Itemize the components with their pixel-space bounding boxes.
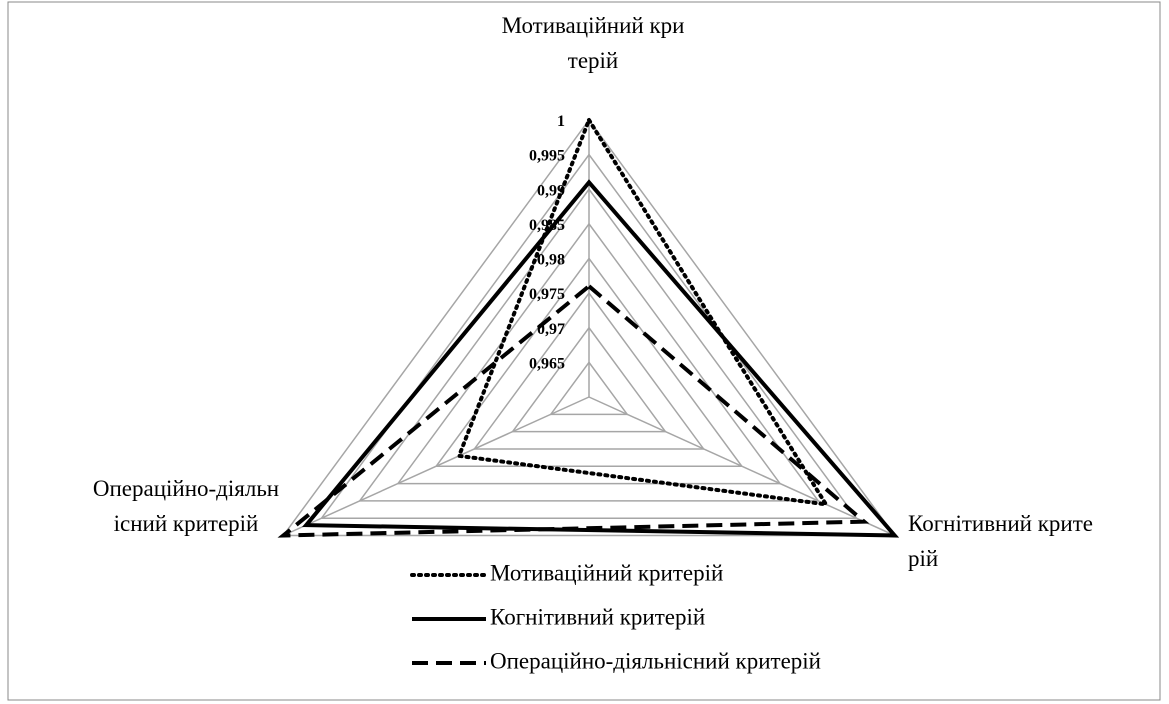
grid-ring: [396, 222, 782, 485]
category-label: Когнітивний критерій: [908, 511, 1093, 571]
spoke: [282, 396, 590, 537]
tick-label: 0,995: [529, 148, 565, 165]
tick-label: 0,965: [529, 355, 565, 372]
series-line: [302, 179, 900, 538]
grid-ring: [472, 291, 706, 450]
grid-ring: [281, 118, 897, 537]
grid-ring: [434, 257, 744, 467]
category-label: Операційно-діяльнісний критерій: [92, 476, 280, 536]
frame: [7, 1, 1161, 701]
category-label-box: Операційно-діяльнісний критерій: [92, 476, 280, 536]
legend-label: Когнітивний критерій: [490, 604, 705, 629]
grid-ring: [511, 326, 667, 433]
category-label-box: Мотиваційний критерій: [501, 13, 685, 73]
tick-label: 0,98: [537, 252, 565, 269]
category-label-box: Когнітивний критерій: [908, 511, 1093, 571]
grid-ring: [358, 187, 820, 502]
legend-label: Операційно-діяльнісний критерій: [490, 648, 821, 673]
series-line: [456, 115, 830, 507]
legend-label: Мотиваційний критерій: [490, 560, 723, 585]
spoke: [588, 396, 896, 537]
tick-label: 0,975: [529, 286, 565, 303]
category-label: Мотиваційний критерій: [501, 13, 685, 73]
series-line: [277, 283, 870, 538]
grid-ring: [549, 361, 629, 416]
tick-label: 1: [557, 113, 565, 130]
